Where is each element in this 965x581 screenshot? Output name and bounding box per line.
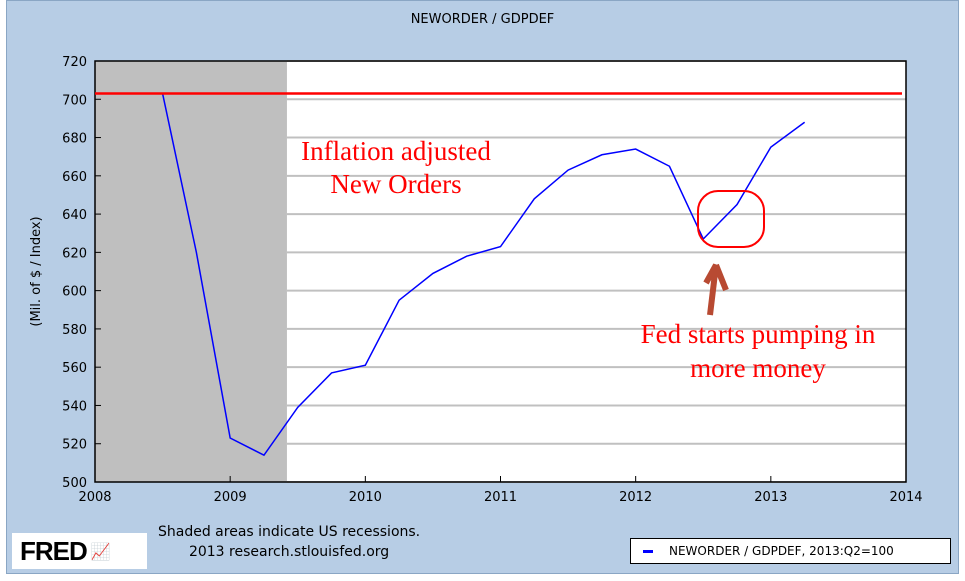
x-tick-label: 2008 [78,490,111,505]
x-tick-label: 2009 [214,490,247,505]
y-tick-label: 500 [62,476,87,491]
note-line-1: Shaded areas indicate US recessions. [158,524,421,540]
chart-icon: 📈 [90,541,111,561]
arrow-icon [703,263,729,316]
highlight-circle [697,190,765,248]
y-tick-label: 620 [62,246,87,261]
annotation-line: New Orders [330,169,461,199]
y-tick-label: 720 [62,55,87,70]
chart-title: NEWORDER / GDPDEF [410,12,555,27]
fred-logo: FRED 📈 [12,533,147,569]
y-tick-label: 700 [62,93,87,108]
y-axis-label: (Mil. of $ / Index) [29,216,44,326]
plot-border [94,60,907,483]
x-tick-label: 2013 [754,490,787,505]
recession-note: Shaded areas indicate US recessions. 201… [158,522,420,562]
note-line-2: 2013 research.stlouisfed.org [188,544,390,560]
legend-swatch [643,549,653,553]
annotation-line: more money [690,353,826,383]
x-tick-label: 2012 [619,490,652,505]
y-tick-label: 580 [62,323,87,338]
x-tick-label: 2010 [349,490,382,505]
legend: NEWORDER / GDPDEF, 2013:Q2=100 [630,538,951,564]
x-tick-label: 2014 [889,490,922,505]
legend-label: NEWORDER / GDPDEF, 2013:Q2=100 [669,544,894,558]
annotation-line: Fed starts pumping in [641,319,876,349]
y-tick-label: 680 [62,132,87,147]
x-tick-label: 2011 [484,490,517,505]
y-tick-label: 640 [62,208,87,223]
y-tick-label: 540 [62,399,87,414]
y-tick-label: 600 [62,285,87,300]
annotation-line: Inflation adjusted [301,136,491,166]
y-tick-label: 560 [62,361,87,376]
y-tick-label: 660 [62,170,87,185]
recession-shading [95,61,287,482]
y-tick-label: 520 [62,438,87,453]
